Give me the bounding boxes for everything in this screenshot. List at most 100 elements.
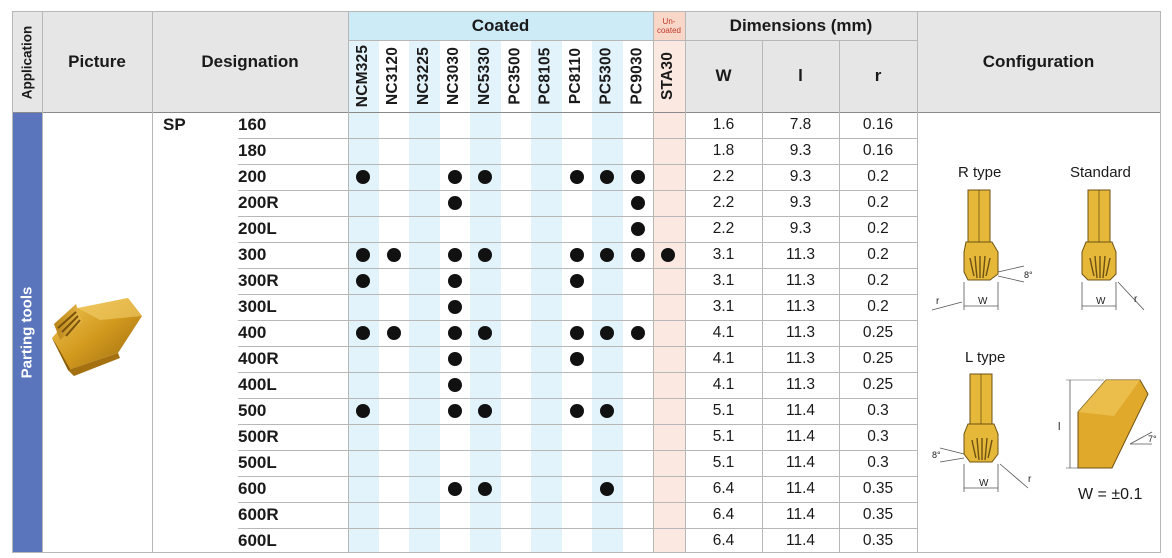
insert-l-text: l <box>1058 421 1060 433</box>
dimension-r-value: 0.35 <box>862 480 894 497</box>
series-label: SP <box>163 115 186 134</box>
availability-dot-nc3030 <box>447 170 462 184</box>
uncoated-column-background <box>653 40 685 552</box>
grid-coated-bottom <box>348 40 917 41</box>
availability-dot-nc5330 <box>478 248 493 262</box>
dimension-l-value: 11.4 <box>785 454 816 471</box>
designation-code: 300 <box>238 245 267 264</box>
dimension-r-value: 0.25 <box>862 324 894 341</box>
configuration-header: Configuration <box>982 52 1095 71</box>
availability-dot-nc3030 <box>447 274 462 288</box>
dimension-l-value: 11.4 <box>785 428 816 445</box>
grade-label: NC3030 <box>445 46 463 106</box>
grid-v-uncoated-end <box>685 11 686 553</box>
grade-header-nc5330: NC5330 <box>470 41 500 111</box>
availability-dot-pc5300 <box>600 170 615 184</box>
availability-dot-nc3120 <box>386 248 401 262</box>
availability-dot-pc5300 <box>600 482 615 496</box>
dimension-w-value: 3.1 <box>712 298 735 315</box>
dimension-r-value: 0.2 <box>867 298 889 315</box>
header-background <box>12 12 348 112</box>
dimension-r-value: 0.16 <box>862 116 894 133</box>
dimension-w-value: 5.1 <box>712 428 735 445</box>
designation-code: 400L <box>238 375 277 394</box>
availability-dot-sta30 <box>661 248 676 262</box>
dimension-l-value: 11.4 <box>785 402 816 419</box>
availability-dot-ncm325 <box>356 326 371 340</box>
availability-dot-pc9030 <box>630 248 645 262</box>
availability-dot-nc3030 <box>447 196 462 210</box>
designation-code: 500 <box>238 401 267 420</box>
dimension-r-value: 0.3 <box>867 402 889 419</box>
uncoated-header: Un- coated <box>656 17 682 35</box>
grade-label: NC3225 <box>415 46 433 106</box>
designation-header: Designation <box>201 52 299 71</box>
dimension-w-value: 6.4 <box>712 506 735 523</box>
grade-header-pc5300: PC5300 <box>592 41 622 111</box>
application-band <box>12 112 42 552</box>
dimension-r-value: 0.25 <box>862 376 894 393</box>
grade-column-bg <box>378 40 409 552</box>
grade-column-bg <box>561 40 592 552</box>
dimension-r-value: 0.16 <box>862 142 894 159</box>
insert-image <box>52 298 142 376</box>
grade-column-bg <box>592 40 623 552</box>
dimension-w-value: 3.1 <box>712 272 735 289</box>
configuration-header-background <box>917 12 1160 112</box>
grade-column-bg <box>439 40 470 552</box>
designation-code: 200L <box>238 219 277 238</box>
standard-tool-drawing: W r <box>1081 189 1145 311</box>
r-type-angle-text: 8° <box>1024 270 1033 280</box>
application-header-label: Application <box>19 25 35 99</box>
row-divider <box>238 346 917 347</box>
dimension-w-value: 1.8 <box>712 142 735 159</box>
grid-v-config <box>917 11 918 553</box>
grade-column-bg <box>470 40 501 552</box>
dimension-l-value: 9.3 <box>789 194 812 211</box>
grade-header-pc9030: PC9030 <box>623 41 653 111</box>
tolerance-label: W = ±0.1 <box>1078 486 1143 503</box>
availability-dot-pc9030 <box>630 222 645 236</box>
dimension-l-value: 11.3 <box>785 246 816 263</box>
row-divider <box>238 528 917 529</box>
dimension-l-value: 9.3 <box>789 168 812 185</box>
l-type-angle-text: 8° <box>932 450 941 460</box>
grade-label: PC3500 <box>506 47 524 105</box>
grid-v-coated-end <box>653 11 654 553</box>
insert-picture <box>48 278 148 378</box>
grid-v-app <box>42 11 43 553</box>
grade-header-nc3030: NC3030 <box>440 41 470 111</box>
dimension-l-value: 9.3 <box>789 220 812 237</box>
r-type-w-text: W <box>978 296 988 307</box>
availability-dot-ncm325 <box>356 274 371 288</box>
availability-dot-pc8110 <box>569 170 584 184</box>
grade-label: NC5330 <box>476 46 494 106</box>
grid-v-right <box>1160 11 1161 553</box>
dimension-w-value: 5.1 <box>712 402 735 419</box>
availability-dot-nc3120 <box>386 326 401 340</box>
dimension-r-value: 0.3 <box>867 428 889 445</box>
availability-dot-nc3030 <box>447 326 462 340</box>
dimension-l-value: 11.3 <box>785 376 816 393</box>
grade-column-bg <box>409 40 440 552</box>
row-divider <box>238 450 917 451</box>
availability-dot-nc5330 <box>478 404 493 418</box>
grade-label: PC5300 <box>598 47 615 105</box>
config-standard-label: Standard <box>1070 164 1131 181</box>
designation-code: 180 <box>238 141 267 160</box>
grid-v-designation <box>348 11 349 553</box>
designation-code: 200R <box>238 193 279 212</box>
grade-header-nc3225: NC3225 <box>409 41 439 111</box>
dimension-l-value: 11.3 <box>785 272 816 289</box>
uncoated-header-background <box>653 12 685 40</box>
availability-dot-nc5330 <box>478 482 493 496</box>
dimension-l-value: 11.4 <box>785 506 816 523</box>
designation-code: 600R <box>238 505 279 524</box>
dimension-w-value: 4.1 <box>712 376 735 393</box>
grade-header-pc3500: PC3500 <box>501 41 531 111</box>
row-divider <box>238 294 917 295</box>
availability-dot-pc8110 <box>569 274 584 288</box>
dimension-l-value: 7.8 <box>789 116 812 133</box>
grade-header-sta30: STA30 <box>653 41 683 111</box>
coated-header: Coated <box>471 16 530 35</box>
